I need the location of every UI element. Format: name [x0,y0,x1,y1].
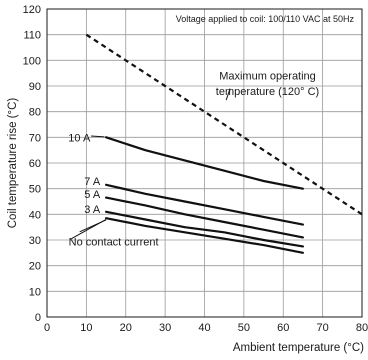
series-label-10a: 10 A [68,132,91,144]
plot-frame [46,8,363,318]
x-tick-label-70: 70 [317,322,329,334]
x-tick-label-40: 40 [198,322,210,334]
label-leader-no-contact-current [71,219,107,240]
series-label-7a: 7 A [84,176,101,188]
y-tick-label-20: 20 [29,261,41,273]
series-label-no-contact-current: No contact current [69,236,159,248]
x-tick-label-10: 10 [80,322,92,334]
y-tick-label-0: 0 [35,312,41,324]
chart-note: Voltage applied to coil: 100/110 VAC at … [176,14,355,24]
series-line-4 [104,217,304,254]
limit-line-label-line1: Maximum operating [219,71,316,83]
series-lines [71,33,363,254]
x-axis-label: Ambient temperature (°C) [233,342,364,354]
limit-line [85,33,363,216]
label-leader-10a [91,135,105,138]
series-line-1 [104,183,304,226]
series-line-3 [104,210,304,248]
x-tick-label-60: 60 [277,322,289,334]
label-leader-limit [225,88,231,101]
y-tick-label-90: 90 [29,81,41,93]
y-tick-label-50: 50 [29,184,41,196]
y-tick-label-60: 60 [29,158,41,170]
axis-ticks: 0 10 20 30 40 50 60 70 80 90 100 110 120 0 10 20 30 40 50 6… [23,4,368,334]
y-tick-label-30: 30 [29,235,41,247]
grid [47,9,362,317]
y-tick-label-10: 10 [29,286,41,298]
x-tick-label-20: 20 [120,322,132,334]
x-tick-label-80: 80 [356,322,368,334]
y-tick-label-80: 80 [29,107,41,119]
x-tick-label-50: 50 [238,322,250,334]
y-tick-label-40: 40 [29,209,41,221]
series-label-5a: 5 A [84,189,101,201]
series-line-2 [104,196,304,239]
y-axis-label: Coil temperature rise (°C) [7,98,19,229]
x-tick-label-0: 0 [44,322,50,334]
y-tick-label-110: 110 [23,30,41,42]
y-tick-label-70: 70 [29,132,41,144]
x-tick-label-30: 30 [159,322,171,334]
y-tick-label-120: 120 [23,4,41,16]
series-line-0 [104,136,304,190]
y-tick-label-100: 100 [23,55,41,67]
series-label-3a: 3 A [84,204,101,216]
limit-line-label-line2: temperature (120° C) [216,86,319,98]
